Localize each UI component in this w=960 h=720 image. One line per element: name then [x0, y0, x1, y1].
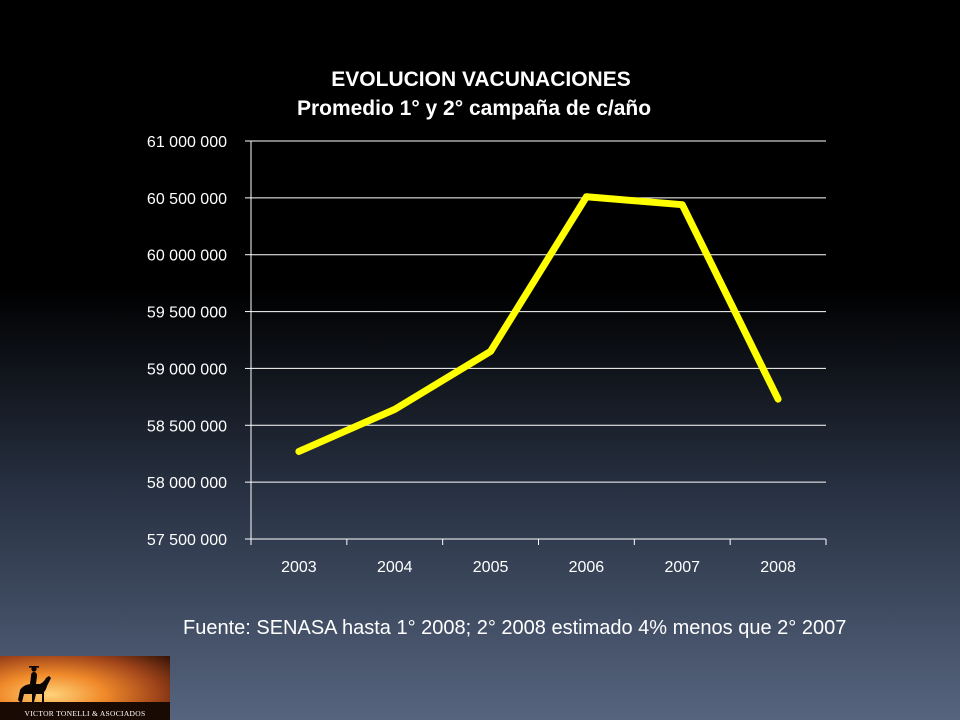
horse-rider-icon — [0, 656, 170, 720]
y-tick-labels: 57 500 000 58 000 000 58 500 000 59 000 000… — [147, 134, 227, 549]
x-tick-label: 2007 — [664, 559, 700, 576]
y-tick-label: 59 000 000 — [147, 361, 227, 378]
data-point — [490, 350, 492, 352]
axes — [245, 140, 827, 545]
y-tick-label: 58 500 000 — [147, 418, 227, 435]
y-tick-label: 59 500 000 — [147, 305, 227, 322]
x-tick-label: 2006 — [569, 559, 605, 576]
gridlines — [251, 140, 826, 483]
chart-subtitle: Promedio 1° y 2° campaña de c/año — [297, 97, 651, 120]
logo-text: VICTOR TONELLI & ASOCIADOS — [24, 709, 146, 718]
data-point — [585, 196, 587, 198]
data-point — [681, 204, 683, 206]
data-point — [394, 408, 396, 410]
series-line — [295, 193, 782, 455]
company-logo: VICTOR TONELLI & ASOCIADOS — [0, 656, 170, 720]
x-tick-label: 2004 — [377, 559, 413, 576]
x-tick-label: 2005 — [473, 559, 509, 576]
y-tick-label: 60 000 000 — [147, 248, 227, 265]
y-tick-label: 61 000 000 — [147, 134, 227, 151]
data-point — [777, 398, 779, 400]
x-tick-labels: 2003 2004 2005 2006 2007 2008 — [281, 559, 796, 576]
chart-title: EVOLUCION VACUNACIONES — [331, 68, 630, 91]
y-tick-label: 57 500 000 — [147, 532, 227, 549]
x-tick-label: 2008 — [760, 559, 796, 576]
source-footnote: Fuente: SENASA hasta 1° 2008; 2° 2008 es… — [183, 617, 847, 639]
series-layer — [295, 193, 782, 455]
y-tick-label: 58 000 000 — [147, 475, 227, 492]
x-tick-label: 2003 — [281, 559, 317, 576]
y-tick-label: 60 500 000 — [147, 191, 227, 208]
data-point — [298, 450, 300, 452]
